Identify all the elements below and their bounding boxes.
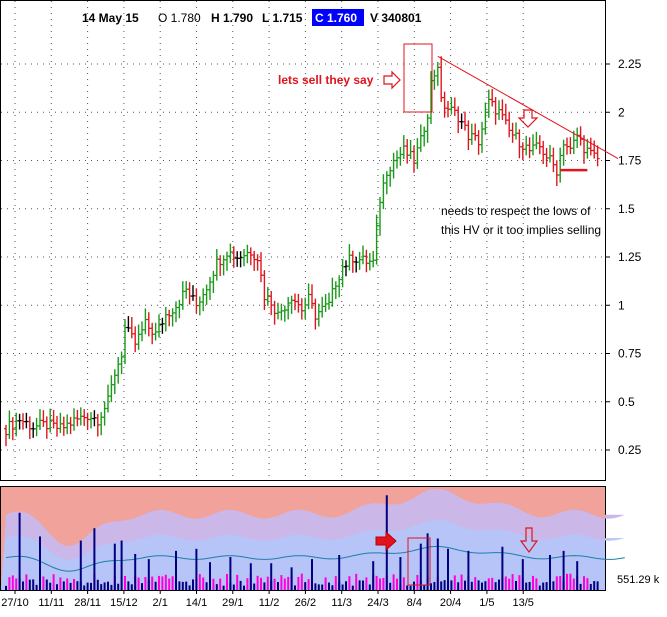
price-overlays (437, 55, 619, 172)
y-tick-label: 2 (618, 105, 625, 119)
x-tick-label: 14/1 (186, 597, 207, 609)
volume-down-arrow-icon (519, 527, 539, 554)
volume-value-label: 551.29 k (617, 574, 660, 586)
x-tick-label: 11/2 (259, 597, 280, 609)
header-volume: V 340801 (370, 11, 422, 25)
volume-average-line (5, 545, 625, 572)
x-tick-label: 1/5 (479, 597, 494, 609)
x-tick-label: 15/12 (110, 597, 138, 609)
x-tick-label: 28/11 (74, 597, 101, 609)
x-tick-label: 11/11 (38, 597, 64, 609)
x-tick-label: 27/10 (1, 597, 29, 609)
header-low: L 1.715 (262, 11, 303, 25)
y-tick-label: 0.75 (618, 347, 642, 361)
price-axis: 0.25 0.5 0.75 1 1.25 1.5 1.75 2 2.25 (605, 57, 642, 457)
y-tick-label: 1.25 (618, 250, 642, 264)
x-tick-label: 13/5 (512, 597, 533, 609)
down-arrow-icon (517, 109, 539, 128)
y-tick-label: 1.5 (618, 202, 635, 216)
y-tick-label: 2.25 (618, 57, 642, 71)
volume-series (1, 487, 625, 590)
x-tick-label: 29/1 (222, 597, 243, 609)
high-volume-box (403, 43, 433, 113)
x-tick-label: 20/4 (440, 597, 461, 609)
close-badge (312, 9, 364, 26)
price-panel (0, 0, 606, 481)
x-tick-label: 2/1 (153, 597, 168, 609)
header-date: 14 May 15 (82, 11, 139, 25)
y-tick-label: 0.5 (618, 395, 635, 409)
hv-annotation-line1: needs to respect the lows of (441, 204, 591, 218)
hv-annotation-line2: this HV or it too implies selling (441, 223, 601, 237)
date-axis: 27/10 11/11 28/11 15/12 2/1 14/1 29/1 11/2 26/2 1… (1, 590, 534, 609)
sell-annotation: lets sell they say (278, 73, 374, 87)
y-tick-label: 1.75 (618, 154, 642, 168)
header-open: O 1.780 (158, 11, 201, 25)
candles (4, 56, 600, 447)
x-tick-label: 24/3 (367, 597, 388, 609)
x-tick-label: 26/2 (295, 597, 316, 609)
x-tick-label: 11/3 (331, 597, 352, 609)
resistance-trendline (437, 55, 619, 160)
header-close: C 1.760 (315, 11, 357, 25)
header-high: H 1.790 (211, 11, 253, 25)
sell-arrow-icon (383, 70, 401, 90)
x-tick-label: 8/4 (407, 597, 422, 609)
volume-arrow-icon (375, 530, 397, 552)
y-tick-label: 1 (618, 298, 625, 312)
volume-highlight-box (407, 537, 431, 586)
y-tick-label: 0.25 (618, 443, 642, 457)
